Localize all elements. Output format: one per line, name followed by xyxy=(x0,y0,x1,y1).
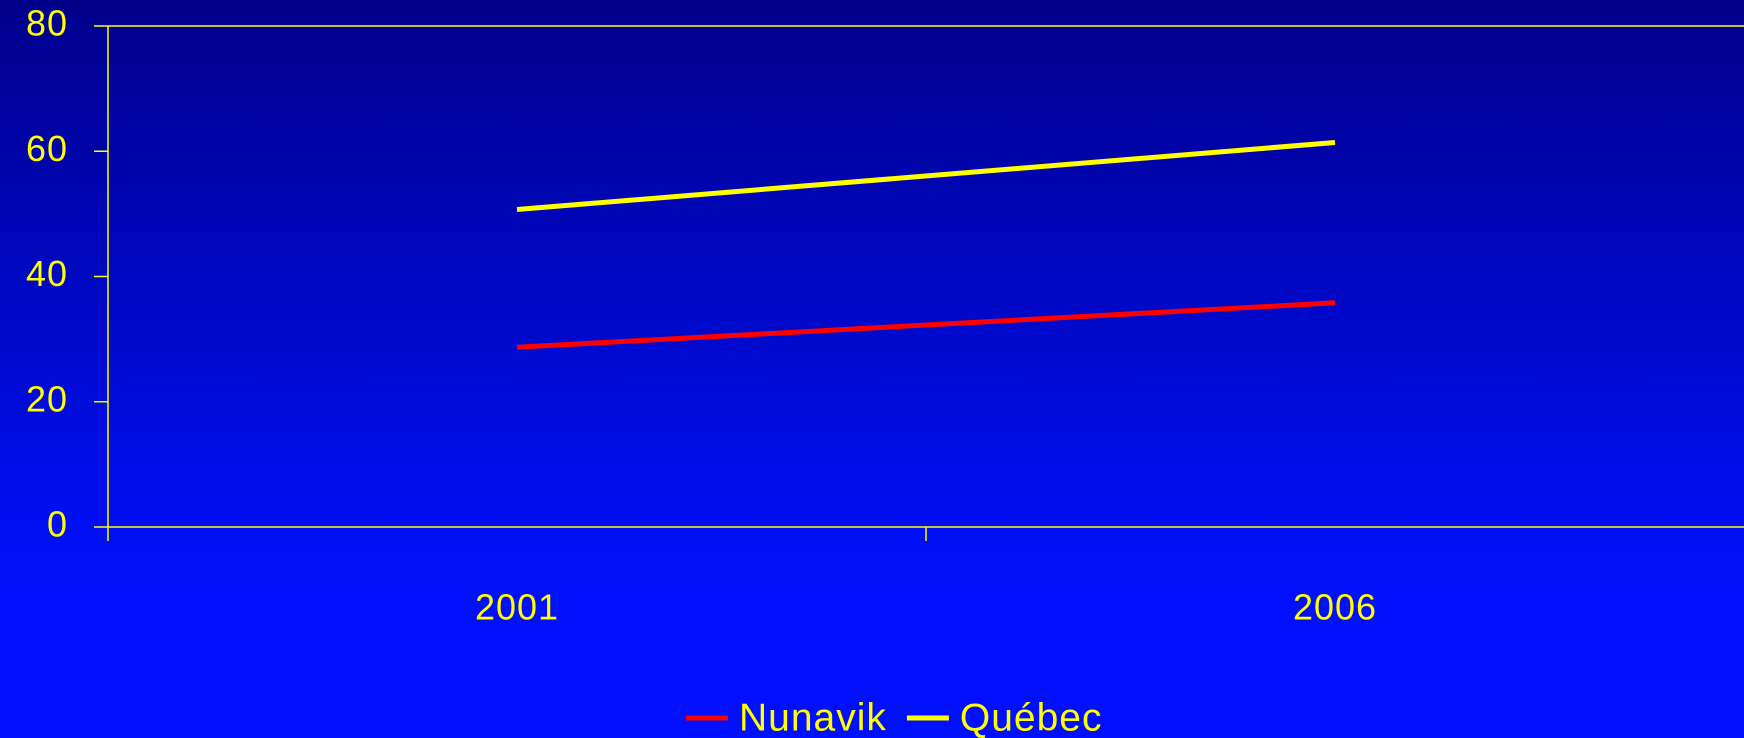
y-tick-label: 40 xyxy=(26,253,68,294)
x-tick-label: 2001 xyxy=(475,587,559,628)
x-tick-label: 2006 xyxy=(1293,587,1377,628)
y-tick-label: 20 xyxy=(26,378,68,419)
line xyxy=(516,139,1336,212)
legend-label: Québec xyxy=(960,696,1103,738)
y-tick-label: 0 xyxy=(47,504,68,545)
y-tick-label: 80 xyxy=(26,3,68,44)
y-tick-label: 60 xyxy=(26,128,68,169)
line xyxy=(516,300,1336,350)
legend-label: Nunavik xyxy=(739,696,887,738)
